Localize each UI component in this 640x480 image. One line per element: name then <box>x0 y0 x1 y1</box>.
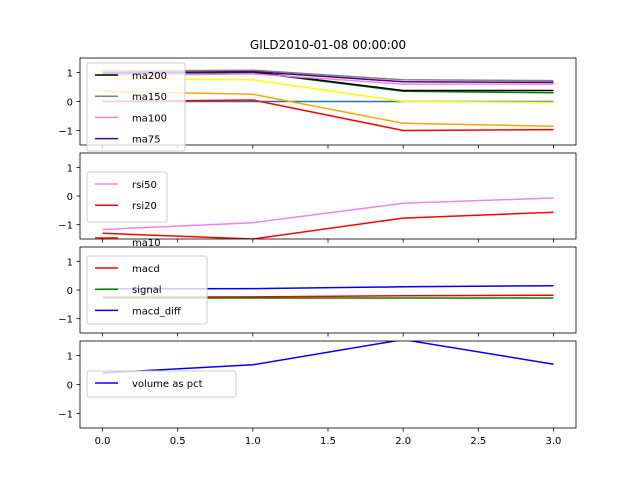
panel-4: 1 0 −1 0.0 0.5 1.0 1.5 2.0 2.5 3.0 volume as pct <box>58 340 577 447</box>
figure-title: GILD2010-01-08 00:00:00 <box>250 38 406 52</box>
x-tick-label: 0.5 <box>170 436 186 447</box>
x-tick-label: 3.0 <box>546 436 562 447</box>
legend-label: macd <box>132 264 160 275</box>
y-tick-label: 1 <box>67 163 73 174</box>
legend: ma200 ma150 ma100 ma75 <box>86 62 186 152</box>
y-tick-label: 0 <box>67 286 73 297</box>
series-line-volume as pct <box>102 341 554 374</box>
panel-1: 1 0 −1 ma200 ma150 ma100 ma75 <box>58 57 577 152</box>
x-tick-label: 2.5 <box>470 436 486 447</box>
panels: 10−1ma200ma150ma100ma7510−1rsi50rsi20ma1… <box>58 57 577 447</box>
legend: rsi50 rsi20 <box>86 171 168 223</box>
y-tick-label: 1 <box>67 352 73 363</box>
y-tick-label: 0 <box>67 381 73 392</box>
y-tick-label: 0 <box>67 192 73 203</box>
y-tick-label: −1 <box>58 127 73 138</box>
legend-label: rsi50 <box>132 180 157 191</box>
plot-area <box>102 341 554 374</box>
legend-label: macd_diff <box>132 306 182 317</box>
series-line-rsi50 <box>102 197 554 231</box>
y-tick-label: 1 <box>67 257 73 268</box>
x-tick-label: 1.5 <box>320 436 336 447</box>
legend-label: rsi20 <box>132 201 157 212</box>
legend-box <box>86 62 186 152</box>
legend-label: volume as pct <box>132 379 203 390</box>
clipped-legend-remnant: ma10 <box>80 237 280 256</box>
panel-2: 1 0 −1 rsi50 rsi20 <box>58 152 577 243</box>
y-tick-label: −1 <box>58 221 73 232</box>
x-tick-label: 2.0 <box>395 436 411 447</box>
series-line-rsi20 <box>102 211 554 239</box>
legend-label: ma200 <box>132 71 167 82</box>
legend-label: ma75 <box>132 135 161 146</box>
clipped-legend-label: ma10 <box>132 238 161 249</box>
legend-box <box>86 255 208 325</box>
x-tick-label: 0.0 <box>95 436 111 447</box>
y-tick-label: 0 <box>67 98 73 109</box>
legend: macd signal macd_diff <box>86 255 208 325</box>
panel-3: ma10 1 0 −1 macd signal macd_diff <box>58 237 577 337</box>
y-tick-label: 1 <box>67 69 73 80</box>
legend-label: signal <box>132 285 162 296</box>
legend-box <box>86 370 237 398</box>
legend: volume as pct <box>86 370 237 398</box>
y-tick-label: −1 <box>58 410 73 421</box>
y-tick-label: −1 <box>58 315 73 326</box>
legend-label: ma150 <box>132 92 167 103</box>
x-tick-label: 1.0 <box>245 436 261 447</box>
legend-label: ma100 <box>132 113 167 124</box>
plot-area <box>102 197 554 239</box>
